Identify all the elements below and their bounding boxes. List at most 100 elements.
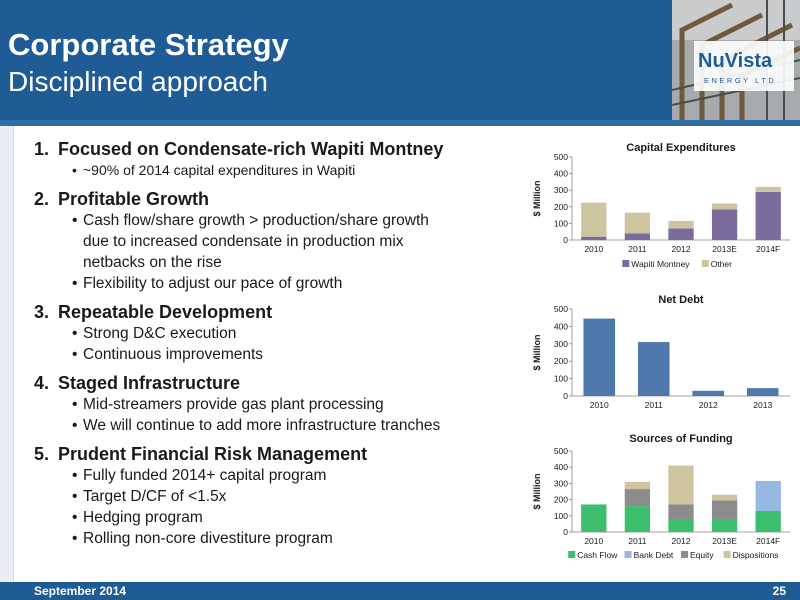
bar bbox=[711, 203, 738, 210]
net-debt-chart-svg: Net Debt 0 100 200 300 400 500 $ Million 2010 201… bbox=[532, 294, 790, 410]
x-tick-label: 2012 bbox=[672, 536, 691, 546]
bar bbox=[668, 220, 694, 229]
page-number: 25 bbox=[772, 584, 786, 598]
net-debt-chart: Net Debt 0 100 200 300 400 500 $ Million 2010 201… bbox=[528, 288, 794, 421]
x-tick-label: 2013E bbox=[712, 536, 737, 546]
bar bbox=[624, 489, 651, 507]
bar bbox=[668, 519, 694, 532]
section-title: 1. Focused on Condensate-rich Wapiti Mont… bbox=[34, 138, 526, 160]
x-tick-label: 2011 bbox=[628, 536, 647, 546]
x-tick-label: 2013E bbox=[712, 244, 737, 254]
section-title: 3. Repeatable Development bbox=[34, 301, 526, 323]
y-axis-label: $ Million bbox=[532, 181, 542, 217]
legend-label: Other bbox=[711, 259, 732, 269]
logo-tagline: ENERGY LTD bbox=[704, 76, 776, 85]
y-tick-label: 400 bbox=[554, 169, 568, 179]
x-tick-label: 2010 bbox=[584, 244, 603, 254]
bullet-item: Strong D&C execution bbox=[72, 323, 526, 344]
y-tick-label: 300 bbox=[554, 478, 568, 488]
section-number: 2. bbox=[34, 189, 50, 209]
y-tick-label: 500 bbox=[554, 304, 568, 314]
section-number: 1. bbox=[34, 139, 50, 159]
bullet-list: ~90% of 2014 capital expenditures in Wap… bbox=[72, 160, 526, 181]
section-title: 4. Staged Infrastructure bbox=[34, 372, 526, 394]
x-tick-label: 2013 bbox=[753, 400, 772, 410]
chart-title: Capital Expenditures bbox=[626, 142, 735, 154]
legend-label: Cash Flow bbox=[577, 550, 618, 560]
bar bbox=[581, 236, 607, 240]
section-number: 3. bbox=[34, 302, 50, 322]
y-axis-label: $ Million bbox=[532, 474, 542, 510]
y-tick-label: 400 bbox=[554, 321, 568, 331]
bullet-list: Fully funded 2014+ capital program Targe… bbox=[72, 465, 526, 549]
x-tick-label: 2011 bbox=[628, 244, 647, 254]
section-title: 5. Prudent Financial Risk Management bbox=[34, 443, 526, 465]
bullet-text: Cash flow/share growth > production/shar… bbox=[83, 212, 429, 229]
bullet-item: Continuous improvements bbox=[72, 344, 526, 365]
bullet-item: Mid-streamers provide gas plant processi… bbox=[72, 394, 526, 415]
section-title-text: Focused on Condensate-rich Wapiti Montne… bbox=[58, 139, 444, 159]
legend-swatch bbox=[701, 260, 709, 267]
bar bbox=[581, 202, 607, 237]
bar bbox=[668, 465, 694, 505]
bullet-item: Rolling non-core divestiture program bbox=[72, 528, 526, 549]
y-axis-label: $ Million bbox=[532, 335, 542, 371]
bar bbox=[755, 510, 781, 532]
x-tick-label: 2014F bbox=[756, 536, 780, 546]
bullet-item: Flexibility to adjust our pace of growth bbox=[72, 273, 526, 294]
y-tick-label: 300 bbox=[554, 339, 568, 349]
section-3: 3. Repeatable Development Strong D&C exec… bbox=[34, 301, 526, 365]
section-title-text: Staged Infrastructure bbox=[58, 373, 241, 393]
y-tick-label: 100 bbox=[554, 218, 568, 228]
bullet-list: Strong D&C execution Continuous improvem… bbox=[72, 323, 526, 365]
section-5: 5. Prudent Financial Risk Management Full… bbox=[34, 443, 526, 549]
bar bbox=[624, 481, 651, 490]
bar bbox=[755, 191, 781, 240]
bar bbox=[755, 186, 781, 192]
legend-swatch bbox=[723, 551, 731, 558]
chart-title: Sources of Funding bbox=[629, 433, 732, 445]
company-logo: NuVista ENERGY LTD bbox=[694, 41, 794, 91]
header-band bbox=[0, 120, 800, 126]
strategy-list: 1. Focused on Condensate-rich Wapiti Mont… bbox=[34, 138, 526, 556]
chart-title: Net Debt bbox=[658, 294, 704, 306]
x-tick-label: 2010 bbox=[584, 536, 603, 546]
x-tick-label: 2014F bbox=[756, 244, 780, 254]
bullet-item: Target D/CF of <1.5x bbox=[72, 486, 526, 507]
bullet-continuation: due to increased condensate in productio… bbox=[83, 233, 404, 250]
y-tick-label: 400 bbox=[554, 462, 568, 472]
section-number: 4. bbox=[34, 373, 50, 393]
bar bbox=[668, 228, 694, 240]
y-tick-label: 100 bbox=[554, 374, 568, 384]
y-tick-label: 200 bbox=[554, 202, 568, 212]
bullet-item: We will continue to add more infrastruct… bbox=[72, 415, 526, 436]
legend-label: Bank Debt bbox=[634, 550, 674, 560]
capex-chart-svg: Capital Expenditures 0 100 200 300 400 500 $ Mi… bbox=[532, 142, 790, 269]
legend-label: Dispositions bbox=[733, 550, 779, 560]
legend-swatch bbox=[622, 260, 630, 267]
bar bbox=[668, 504, 694, 520]
bar bbox=[624, 506, 651, 532]
section-title-text: Repeatable Development bbox=[58, 302, 273, 322]
funding-chart: Sources of Funding 0 100 200 300 400 500 $ Mill… bbox=[528, 428, 794, 571]
bar bbox=[624, 212, 651, 234]
legend-label: Equity bbox=[690, 550, 714, 560]
capex-chart: Capital Expenditures 0 100 200 300 400 500 $ Mi… bbox=[528, 136, 794, 281]
bullet-item: Cash flow/share growth > production/shar… bbox=[72, 210, 526, 273]
y-tick-label: 0 bbox=[563, 235, 568, 245]
y-tick-label: 300 bbox=[554, 185, 568, 195]
section-4: 4. Staged Infrastructure Mid-streamers pr… bbox=[34, 372, 526, 436]
bullet-list: Mid-streamers provide gas plant processi… bbox=[72, 394, 526, 436]
legend-swatch bbox=[568, 551, 576, 558]
y-tick-label: 100 bbox=[554, 511, 568, 521]
x-tick-label: 2012 bbox=[699, 400, 718, 410]
bar bbox=[624, 233, 651, 240]
bar bbox=[711, 519, 738, 532]
footer-date: September 2014 bbox=[34, 584, 127, 598]
bar bbox=[746, 388, 779, 396]
header-bar: Corporate Strategy Disciplined approach bbox=[0, 0, 672, 120]
bullet-list: Cash flow/share growth > production/shar… bbox=[72, 210, 526, 294]
bullet-item: Fully funded 2014+ capital program bbox=[72, 465, 526, 486]
page-subtitle: Disciplined approach bbox=[8, 66, 268, 97]
section-title-text: Prudent Financial Risk Management bbox=[58, 444, 368, 464]
